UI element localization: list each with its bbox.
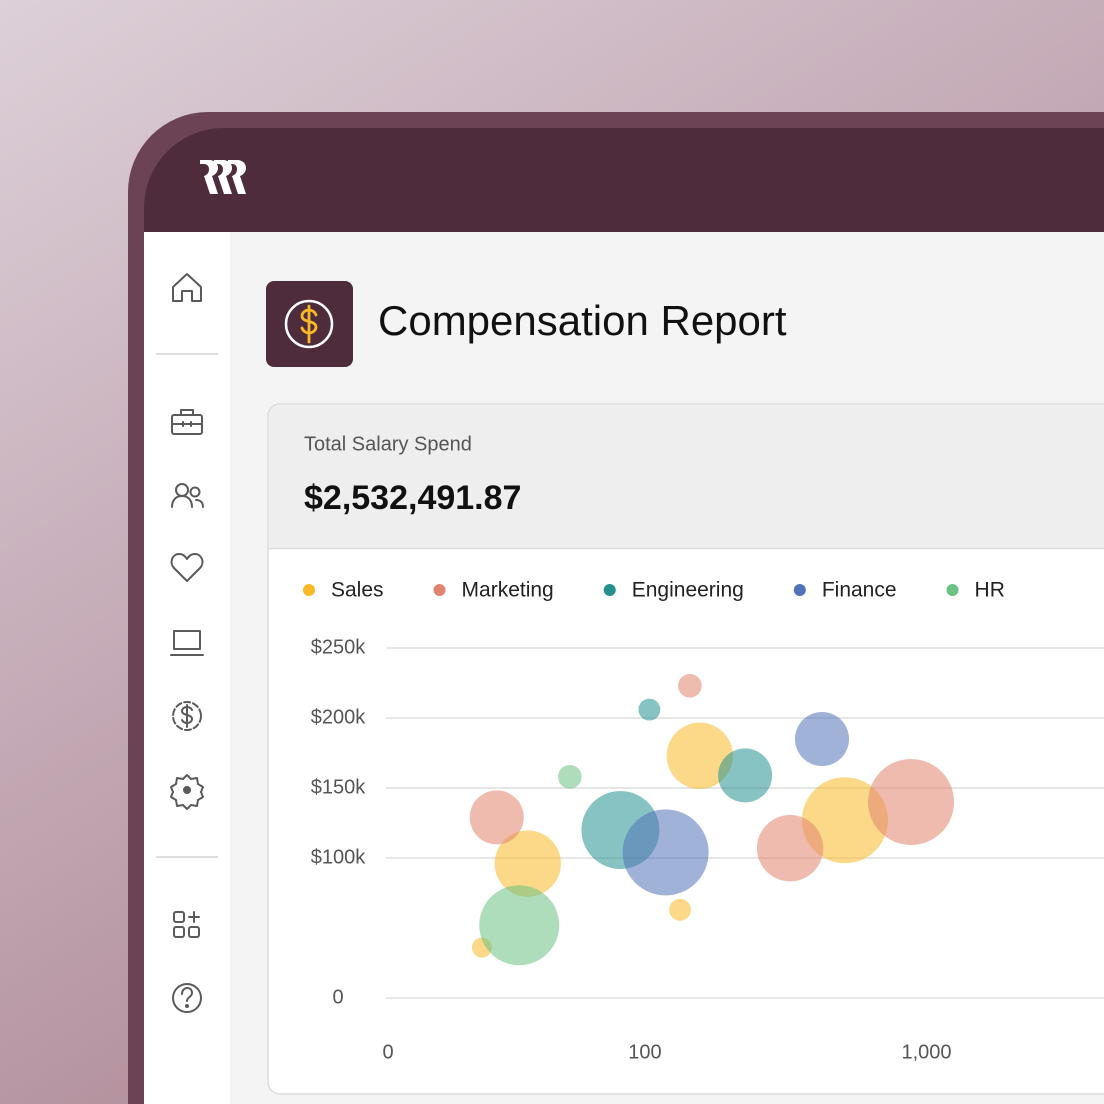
bubble-chart: 0 $100k $150k $200k $250k 0 100 1,000 Sales Marke… (303, 579, 1104, 1063)
people-icon[interactable] (171, 483, 204, 508)
y-tick-label: $250k (311, 636, 366, 658)
bubble (666, 722, 733, 789)
x-tick-label: 1,000 (901, 1041, 951, 1063)
sidebar (144, 232, 230, 1104)
legend-label: Sales (331, 579, 384, 602)
x-tick-label: 0 (382, 1041, 393, 1063)
y-tick-label: 0 (332, 986, 343, 1008)
total-label: Total Salary Spend (304, 433, 472, 455)
card-header (269, 405, 1104, 548)
legend-marker (946, 584, 959, 596)
y-tick-label: $150k (311, 776, 366, 798)
y-tick-label: $200k (311, 706, 366, 728)
logo[interactable] (200, 160, 246, 194)
bubble (794, 711, 850, 767)
legend-marker (433, 584, 446, 596)
bubble (638, 698, 661, 721)
bubble (756, 815, 824, 882)
report-icon-ring (284, 299, 334, 349)
device-icon[interactable] (170, 630, 204, 656)
legend-marker (303, 584, 315, 596)
legend-marker (793, 584, 806, 596)
bubble (868, 758, 955, 846)
legend-label: Finance (822, 579, 897, 602)
home-icon[interactable] (172, 273, 202, 302)
bubble (479, 885, 560, 966)
top-bar (144, 128, 1104, 1104)
settings-icon[interactable] (170, 774, 204, 810)
apps-icon[interactable] (173, 911, 200, 938)
bubble (669, 898, 692, 921)
bubble (718, 748, 773, 803)
benefits-icon[interactable] (170, 553, 204, 582)
page-title: Compensation Report (378, 297, 787, 344)
bubble (801, 777, 888, 864)
briefcase-icon[interactable] (171, 409, 203, 435)
payroll-icon[interactable] (172, 701, 202, 731)
bubble (678, 673, 702, 698)
bubble (469, 790, 524, 845)
help-icon[interactable] (172, 983, 202, 1013)
bubble (622, 809, 709, 896)
bubble (494, 830, 561, 897)
legend-label: Marketing (462, 579, 554, 602)
y-tick-label: $100k (311, 846, 366, 868)
legend-label: HR (975, 579, 1005, 602)
total-value: $2,532,491.87 (304, 479, 521, 517)
x-tick-label: 100 (628, 1041, 661, 1063)
legend-marker (603, 584, 616, 596)
dollar-glyph (300, 304, 318, 344)
legend-label: Engineering (632, 579, 744, 602)
bubble (558, 764, 582, 789)
